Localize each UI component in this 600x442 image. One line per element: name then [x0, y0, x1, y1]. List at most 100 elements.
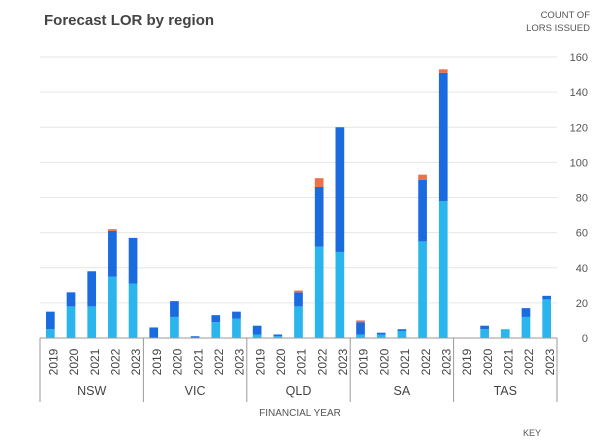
- bar-segment-qld-2023-s1: [335, 251, 345, 338]
- x-tick-label: 2022: [315, 348, 329, 375]
- bar-segment-vic-2020-s1: [170, 316, 179, 338]
- bar-segment-sa-2023-s2: [438, 72, 448, 202]
- bar-segment-qld-2020-s1: [273, 336, 283, 338]
- bar-segment-nsw-2022-s3: [108, 229, 117, 231]
- bar-segment-sa-2023-s3: [438, 69, 448, 73]
- bar-segment-vic-2019-s2: [149, 327, 159, 338]
- bar-segment-qld-2022-s3: [314, 178, 324, 187]
- x-tick-label: 2019: [357, 348, 371, 375]
- x-tick-label: 2020: [377, 348, 391, 375]
- chart-title: Forecast LOR by region: [44, 12, 214, 29]
- bar-segment-qld-2019-s1: [252, 334, 262, 338]
- bar-segment-nsw-2020-s2: [66, 292, 76, 307]
- x-tick-label: 2019: [460, 348, 474, 375]
- x-tick-label: 2023: [233, 348, 247, 375]
- region-label-tas: TAS: [494, 384, 517, 398]
- bar-segment-sa-2022-s2: [418, 179, 427, 242]
- bar-segment-qld-2022-s1: [314, 246, 324, 338]
- bar-segment-tas-2023-s1: [542, 299, 552, 338]
- x-tick-label: 2021: [191, 348, 205, 375]
- x-tick-label: 2020: [171, 348, 185, 375]
- bar-segment-sa-2019-s1: [356, 334, 365, 338]
- bar-segment-vic-2023-s1: [232, 318, 241, 338]
- x-tick-label: 2022: [522, 348, 536, 375]
- bar-segment-tas-2021-s1: [500, 329, 510, 338]
- x-tick-label: 2021: [88, 348, 102, 375]
- bar-segment-nsw-2020-s1: [66, 306, 76, 338]
- bar-segment-qld-2021-s1: [294, 306, 303, 338]
- x-tick-label: 2022: [109, 348, 123, 375]
- x-tick-label: 2019: [47, 348, 61, 375]
- bar-segment-qld-2022-s2: [314, 186, 324, 247]
- key-label: KEY: [523, 428, 541, 438]
- bar-segment-vic-2021-s2: [190, 336, 200, 338]
- x-tick-label: 2019: [253, 348, 267, 375]
- bar-segment-sa-2021-s2: [397, 329, 407, 331]
- region-label-vic: VIC: [185, 384, 206, 398]
- bar-segment-qld-2023-s2: [335, 127, 345, 252]
- x-tick-label: 2023: [439, 348, 453, 375]
- bar-segment-nsw-2019-s2: [45, 311, 55, 330]
- bar-segment-sa-2022-s1: [418, 241, 427, 338]
- bar-segment-nsw-2021-s1: [87, 306, 97, 338]
- bar-segment-qld-2021-s3: [294, 290, 303, 293]
- bar-segment-vic-2022-s2: [211, 315, 221, 323]
- bar-marks: [45, 69, 552, 338]
- x-tick-label: 2022: [419, 348, 433, 375]
- x-tick-label: 2023: [129, 348, 143, 375]
- bar-segment-tas-2020-s1: [480, 329, 489, 338]
- x-tick-label: 2023: [543, 348, 557, 375]
- x-tick-label: 2021: [398, 348, 412, 375]
- bar-segment-vic-2022-s1: [211, 322, 221, 338]
- y-axis-ticks: 0 20 40 60 80 100 120 140 160: [570, 52, 588, 345]
- bar-segment-sa-2021-s1: [397, 330, 407, 338]
- region-label-sa: SA: [394, 384, 411, 398]
- x-axis: 2019 2020 2021 2022 2023 2019 2020 2021 2022 2023…: [39, 337, 558, 402]
- bar-segment-qld-2020-s2: [273, 334, 283, 337]
- bar-segment-nsw-2021-s2: [87, 271, 97, 307]
- y-tick-label: 0: [582, 333, 588, 345]
- y-tick-label: 40: [576, 263, 588, 275]
- y-axis-label-line-2: LORS ISSUED: [526, 23, 590, 34]
- bar-segment-vic-2020-s2: [170, 301, 179, 317]
- y-tick-label: 160: [570, 52, 588, 64]
- bar-segment-sa-2023-s1: [438, 201, 448, 338]
- bar-segment-nsw-2023-s1: [128, 283, 138, 338]
- bar-segment-sa-2022-s3: [418, 174, 427, 180]
- grid-lines: [40, 56, 557, 304]
- bar-segment-qld-2019-s2: [252, 325, 262, 335]
- x-tick-label: 2023: [336, 348, 350, 375]
- x-axis-title: FINANCIAL YEAR: [259, 408, 341, 419]
- x-tick-label: 2020: [481, 348, 495, 375]
- y-tick-label: 140: [570, 87, 588, 99]
- bar-segment-sa-2019-s2: [356, 322, 365, 335]
- bar-segment-sa-2020-s1: [376, 334, 386, 338]
- bar-segment-tas-2022-s1: [521, 316, 531, 338]
- bar-segment-nsw-2019-s1: [45, 329, 55, 338]
- y-axis-label-line-1: COUNT OF: [541, 10, 591, 21]
- bar-segment-tas-2020-s2: [480, 325, 489, 330]
- bar-segment-tas-2023-s2: [542, 295, 552, 300]
- bar-segment-sa-2020-s2: [376, 332, 386, 335]
- x-tick-label: 2020: [67, 348, 81, 375]
- y-tick-label: 100: [570, 157, 588, 169]
- x-tick-label: 2021: [501, 348, 515, 375]
- x-tick-label: 2019: [150, 348, 164, 375]
- bar-segment-vic-2023-s2: [232, 311, 241, 319]
- region-label-qld: QLD: [286, 384, 312, 398]
- x-tick-label: 2021: [295, 348, 309, 375]
- y-tick-label: 60: [576, 228, 588, 240]
- bar-segment-qld-2021-s2: [294, 292, 303, 307]
- x-tick-label: 2022: [212, 348, 226, 375]
- y-tick-label: 80: [576, 193, 588, 205]
- x-tick-label: 2020: [274, 348, 288, 375]
- bar-segment-nsw-2022-s2: [108, 230, 117, 277]
- region-label-nsw: NSW: [77, 384, 106, 398]
- bar-segment-nsw-2022-s1: [108, 276, 117, 338]
- y-tick-label: 20: [576, 298, 588, 310]
- bar-segment-nsw-2023-s2: [128, 237, 138, 284]
- bar-segment-tas-2022-s2: [521, 308, 531, 317]
- y-tick-label: 120: [570, 122, 588, 134]
